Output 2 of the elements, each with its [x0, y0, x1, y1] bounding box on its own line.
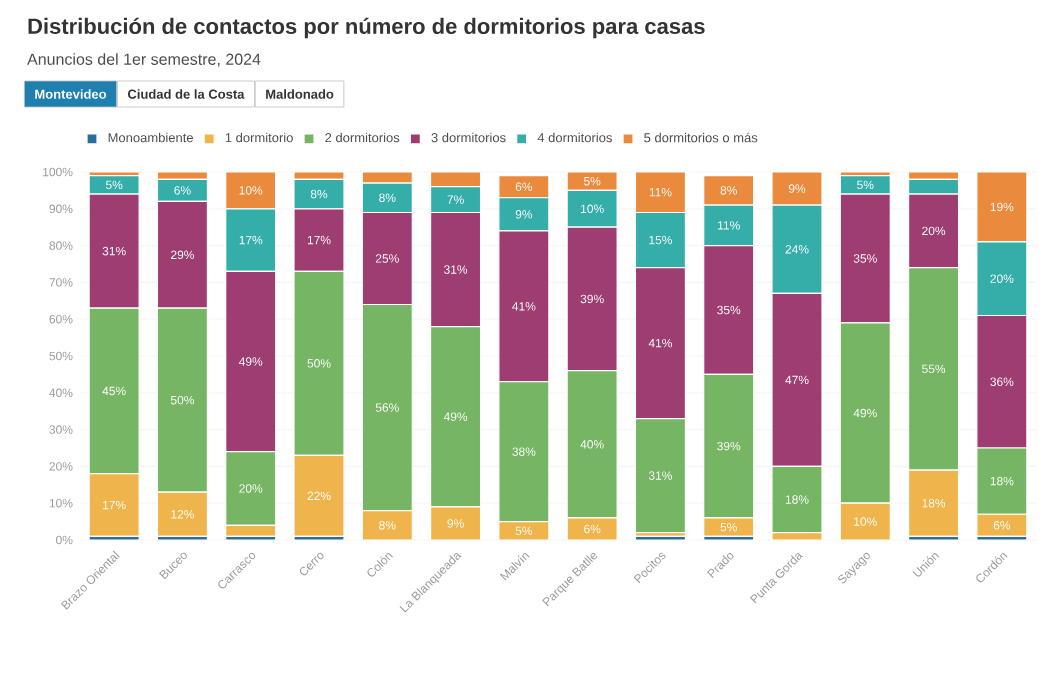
chart-title: Distribución de contactos por número de dormitorios para casas	[28, 17, 705, 39]
chart-subtitle: Anuncios del 1er semestre, 2024	[27, 53, 261, 67]
